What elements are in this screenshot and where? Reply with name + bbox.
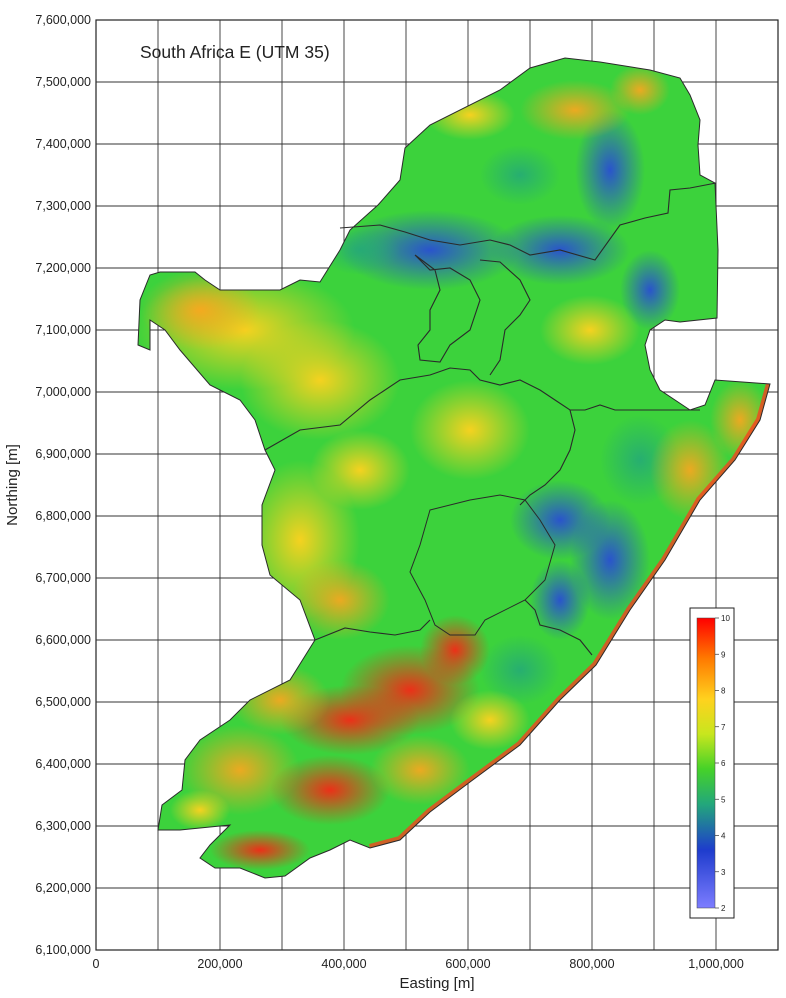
y-tick-label: 6,700,000 (35, 571, 91, 585)
y-tick-label: 7,200,000 (35, 261, 91, 275)
y-tick-label: 7,100,000 (35, 323, 91, 337)
colorbar-label: 4 (721, 832, 726, 841)
y-tick-label: 6,300,000 (35, 819, 91, 833)
colorbar-label: 6 (721, 759, 726, 768)
x-tick-label: 1,000,000 (688, 957, 744, 971)
colorbar-label: 10 (721, 614, 730, 623)
map-title: South Africa E (UTM 35) (140, 42, 330, 62)
y-axis-ticks: 6,100,000 6,200,000 6,300,000 6,400,000 6,50… (35, 13, 91, 957)
y-tick-label: 6,800,000 (35, 509, 91, 523)
province-boundaries (264, 182, 717, 656)
colorbar-label: 3 (721, 868, 726, 877)
y-tick-label: 6,100,000 (35, 943, 91, 957)
x-tick-label: 0 (93, 957, 100, 971)
y-tick-label: 7,300,000 (35, 199, 91, 213)
y-tick-label: 6,500,000 (35, 695, 91, 709)
x-tick-label: 400,000 (321, 957, 366, 971)
y-tick-label: 7,400,000 (35, 137, 91, 151)
y-tick-label: 6,200,000 (35, 881, 91, 895)
y-tick-label: 7,600,000 (35, 13, 91, 27)
colorbar-label: 8 (721, 687, 726, 696)
y-tick-label: 6,900,000 (35, 447, 91, 461)
x-tick-label: 800,000 (569, 957, 614, 971)
colorbar-label: 5 (721, 795, 726, 804)
colorbar-label: 7 (721, 723, 726, 732)
colorbar-legend: 10 9 8 7 6 5 4 3 2 (689, 607, 735, 919)
y-tick-label: 6,600,000 (35, 633, 91, 647)
x-axis-ticks: 0 200,000 400,000 600,000 800,000 1,000,000 (93, 957, 744, 971)
x-axis-label: Easting [m] (399, 975, 474, 992)
y-tick-label: 7,000,000 (35, 385, 91, 399)
colorbar-gradient (696, 617, 716, 909)
y-tick-label: 6,400,000 (35, 757, 91, 771)
y-tick-label: 7,500,000 (35, 75, 91, 89)
colorbar-label: 2 (721, 904, 726, 913)
x-tick-label: 200,000 (197, 957, 242, 971)
colorbar-label: 9 (721, 650, 726, 659)
y-axis-label: Northing [m] (4, 444, 21, 526)
x-tick-label: 600,000 (445, 957, 490, 971)
